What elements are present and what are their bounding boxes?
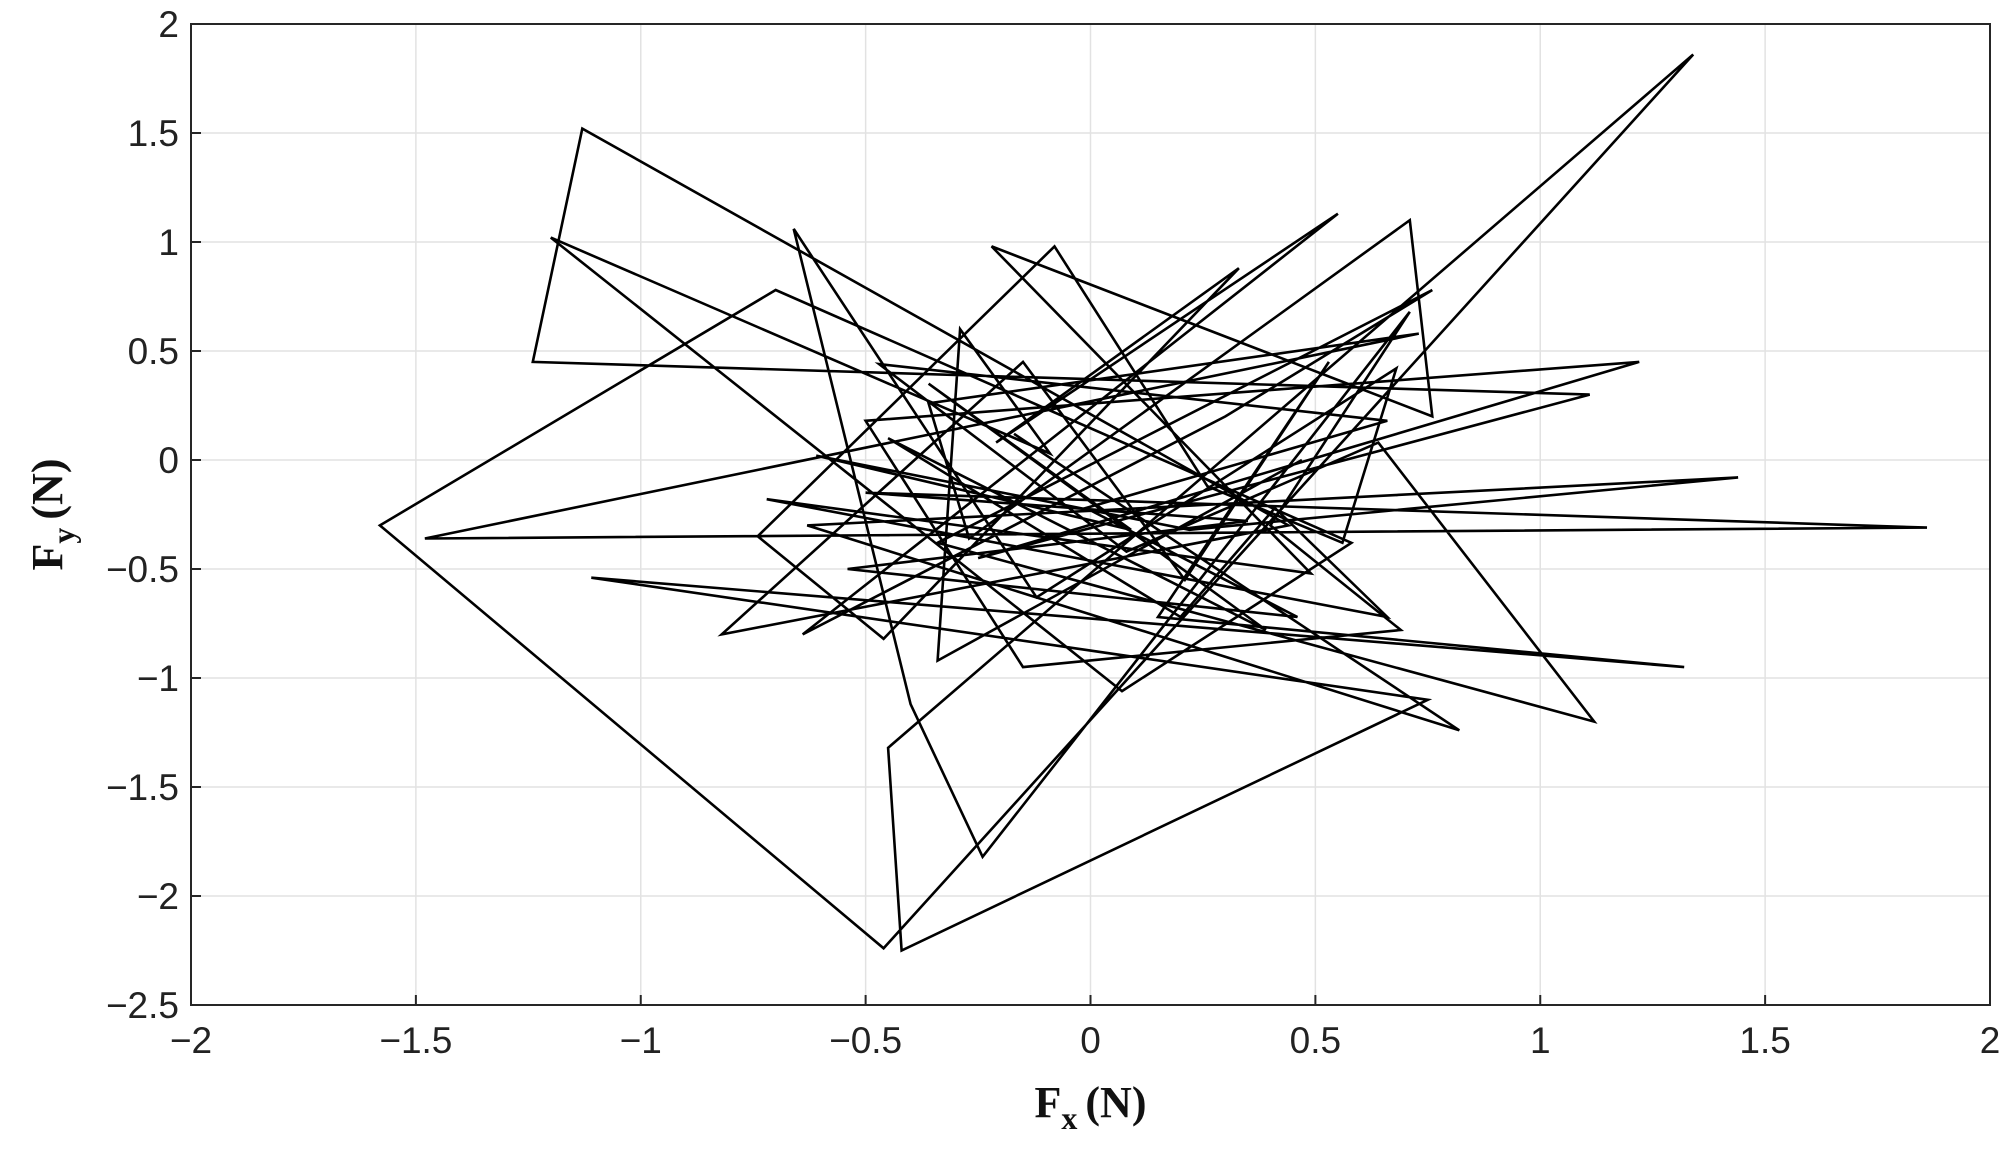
x-tick-label: −1.5 bbox=[379, 1020, 452, 1061]
y-tick-label: 2 bbox=[158, 4, 179, 45]
y-tick-label: −2.5 bbox=[106, 985, 179, 1026]
y-tick-label: −2 bbox=[137, 876, 179, 917]
grid bbox=[190, 23, 1991, 1006]
x-tick-label: 1.5 bbox=[1739, 1020, 1790, 1061]
y-tick-labels: −2.5 −2 −1.5 −1 −0.5 0 0.5 1 1.5 2 bbox=[106, 4, 201, 1026]
y-tick-label: 1 bbox=[158, 222, 179, 263]
x-axis-label-base: F bbox=[1035, 1078, 1062, 1127]
x-tick-label: 0 bbox=[1080, 1020, 1101, 1061]
y-tick-label: 1.5 bbox=[128, 113, 179, 154]
x-tick-label: −2 bbox=[170, 1020, 212, 1061]
y-axis-label-base: F bbox=[23, 544, 72, 571]
x-tick-labels: −2 −1.5 −1 −0.5 0 0.5 1 1.5 2 bbox=[170, 995, 2000, 1061]
y-tick-label: −1.5 bbox=[106, 767, 179, 808]
trace-layer bbox=[377, 53, 1928, 953]
y-tick-label: 0 bbox=[158, 440, 179, 481]
series-line-0 bbox=[377, 53, 1928, 953]
x-tick-label: 2 bbox=[1980, 1020, 2001, 1061]
y-tick-label: −0.5 bbox=[106, 549, 179, 590]
y-tick-label: 0.5 bbox=[128, 331, 179, 372]
x-tick-label: 1 bbox=[1530, 1020, 1551, 1061]
x-axis-label-sub: x bbox=[1061, 1100, 1077, 1136]
y-axis-label-unit: (N) bbox=[23, 459, 72, 520]
x-tick-label: 0.5 bbox=[1290, 1020, 1341, 1061]
y-axis-label-sub: y bbox=[45, 528, 81, 544]
x-tick-label: −0.5 bbox=[829, 1020, 902, 1061]
x-axis-label: Fx (N) bbox=[1035, 1078, 1147, 1136]
x-tick-label: −1 bbox=[620, 1020, 662, 1061]
y-axis-label: Fy (N) bbox=[23, 459, 81, 571]
y-tick-label: −1 bbox=[137, 658, 179, 699]
x-axis-label-unit: (N) bbox=[1085, 1078, 1146, 1127]
